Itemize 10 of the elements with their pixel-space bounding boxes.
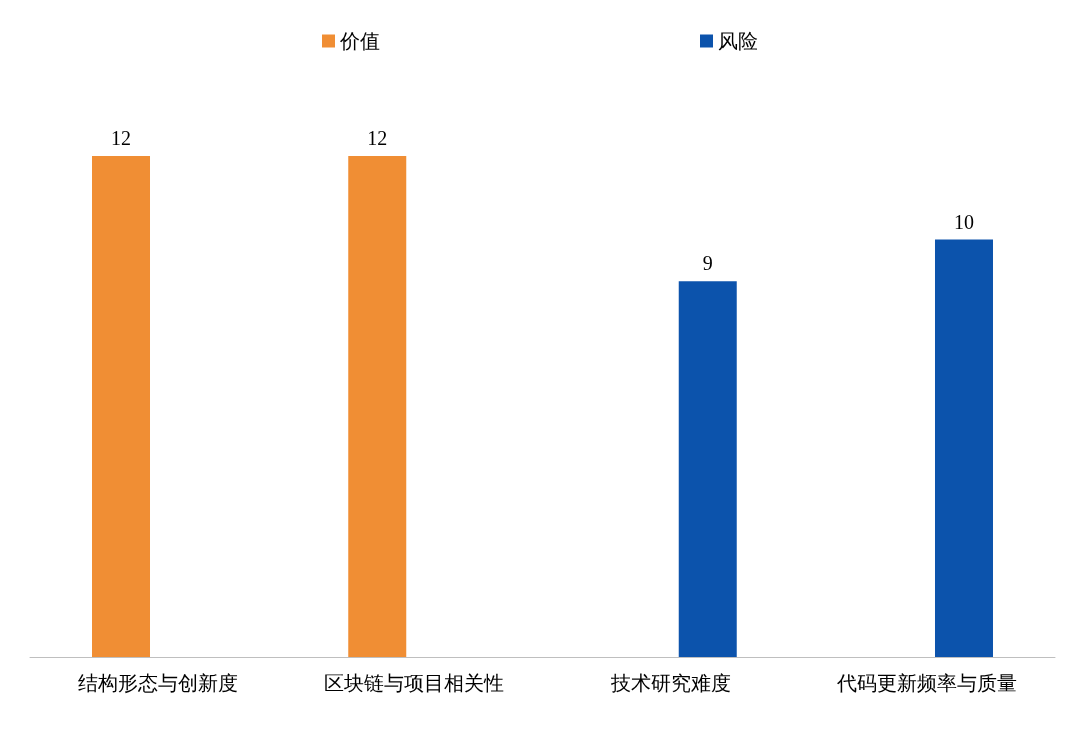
data-label: 12: [367, 127, 388, 149]
x-tick-label: 代码更新频率与质量: [835, 672, 1017, 694]
data-label: 9: [702, 252, 713, 275]
x-tick-label: 区块链与项目相关性: [324, 672, 505, 694]
legend-label: 风险: [718, 30, 758, 52]
data-label: 12: [111, 127, 132, 149]
x-tick-label: 技术研究难度: [609, 672, 731, 694]
data-label: 10: [953, 210, 974, 233]
x-tick-label: 结构形态与创新度: [78, 672, 239, 694]
legend-label: 价值: [339, 30, 380, 52]
